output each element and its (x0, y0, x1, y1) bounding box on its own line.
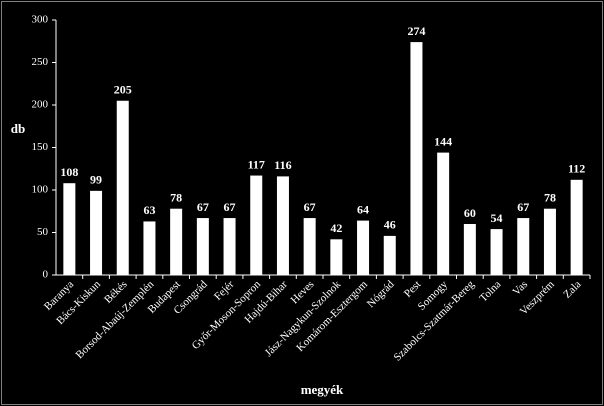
y-tick-label: 0 (43, 269, 49, 281)
data-label: 116 (274, 158, 291, 172)
data-label: 63 (143, 203, 155, 217)
data-label: 67 (517, 200, 529, 214)
y-tick-label: 250 (32, 56, 49, 68)
data-label: 67 (224, 200, 236, 214)
bar (383, 235, 396, 275)
bar (543, 208, 556, 275)
bar (63, 183, 76, 275)
y-tick-label: 100 (32, 184, 49, 196)
y-tick-label: 150 (32, 141, 49, 153)
data-label: 60 (464, 206, 476, 220)
data-label: 205 (114, 83, 132, 97)
y-tick-label: 300 (32, 14, 49, 26)
y-tick-label: 50 (37, 226, 49, 238)
data-label: 274 (407, 24, 425, 38)
data-label: 99 (90, 173, 102, 187)
data-label: 54 (491, 211, 503, 225)
bar (116, 100, 129, 275)
bar (330, 239, 343, 275)
data-label: 67 (304, 200, 316, 214)
bar (437, 152, 450, 275)
data-label: 67 (197, 200, 209, 214)
bar (196, 218, 209, 275)
y-axis-label: db (11, 121, 25, 136)
data-label: 78 (170, 190, 182, 204)
data-label: 78 (544, 190, 556, 204)
data-label: 64 (357, 202, 369, 216)
bar (463, 224, 476, 275)
data-label: 108 (60, 165, 78, 179)
bar (250, 175, 263, 275)
bar (276, 176, 289, 275)
data-label: 46 (384, 218, 396, 232)
bar (170, 208, 183, 275)
bar (143, 221, 156, 275)
data-label: 144 (434, 134, 452, 148)
bar (410, 42, 423, 275)
data-label: 117 (248, 157, 265, 171)
y-tick-label: 200 (32, 99, 49, 111)
bar (490, 229, 503, 275)
bar (90, 190, 103, 275)
bar (517, 218, 530, 275)
data-label: 42 (330, 221, 342, 235)
bar (570, 179, 583, 275)
bar (223, 218, 236, 275)
bar (357, 220, 370, 275)
x-axis-label: megyék (301, 382, 344, 397)
data-label: 112 (568, 162, 585, 176)
bar (303, 218, 316, 275)
